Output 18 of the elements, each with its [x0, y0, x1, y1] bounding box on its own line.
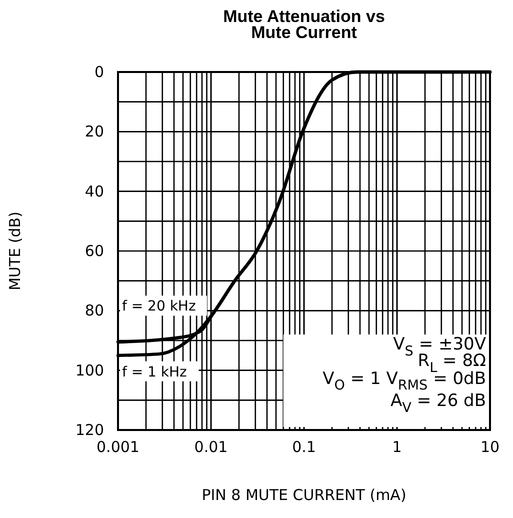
- annotation: A$_{V}$ = 26 dB: [390, 391, 486, 416]
- y-axis-title: MUTE (dB): [6, 212, 24, 290]
- x-axis-title: PIN 8 MUTE CURRENT (mA): [202, 486, 406, 504]
- y-tick-label: 60: [84, 242, 104, 260]
- chart-title: Mute Attenuation vs Mute Current: [223, 7, 385, 42]
- x-tick-label: 1: [392, 438, 402, 456]
- x-tick-label: 0.01: [194, 438, 228, 456]
- y-tick-label: 100: [75, 361, 104, 380]
- series-label: f = 20 kHz: [122, 298, 196, 315]
- y-tick-label: 120: [75, 421, 104, 439]
- y-tick-label: 80: [84, 302, 104, 320]
- x-tick-label: 0.001: [96, 438, 140, 456]
- y-tick-label: 40: [84, 182, 104, 200]
- series-label: f = 1 kHz: [122, 364, 187, 380]
- y-tick-label: 20: [84, 122, 104, 141]
- x-tick-label: 10: [480, 438, 500, 456]
- y-tick-label: 0: [94, 63, 104, 81]
- x-tick-label: 0.1: [292, 438, 316, 456]
